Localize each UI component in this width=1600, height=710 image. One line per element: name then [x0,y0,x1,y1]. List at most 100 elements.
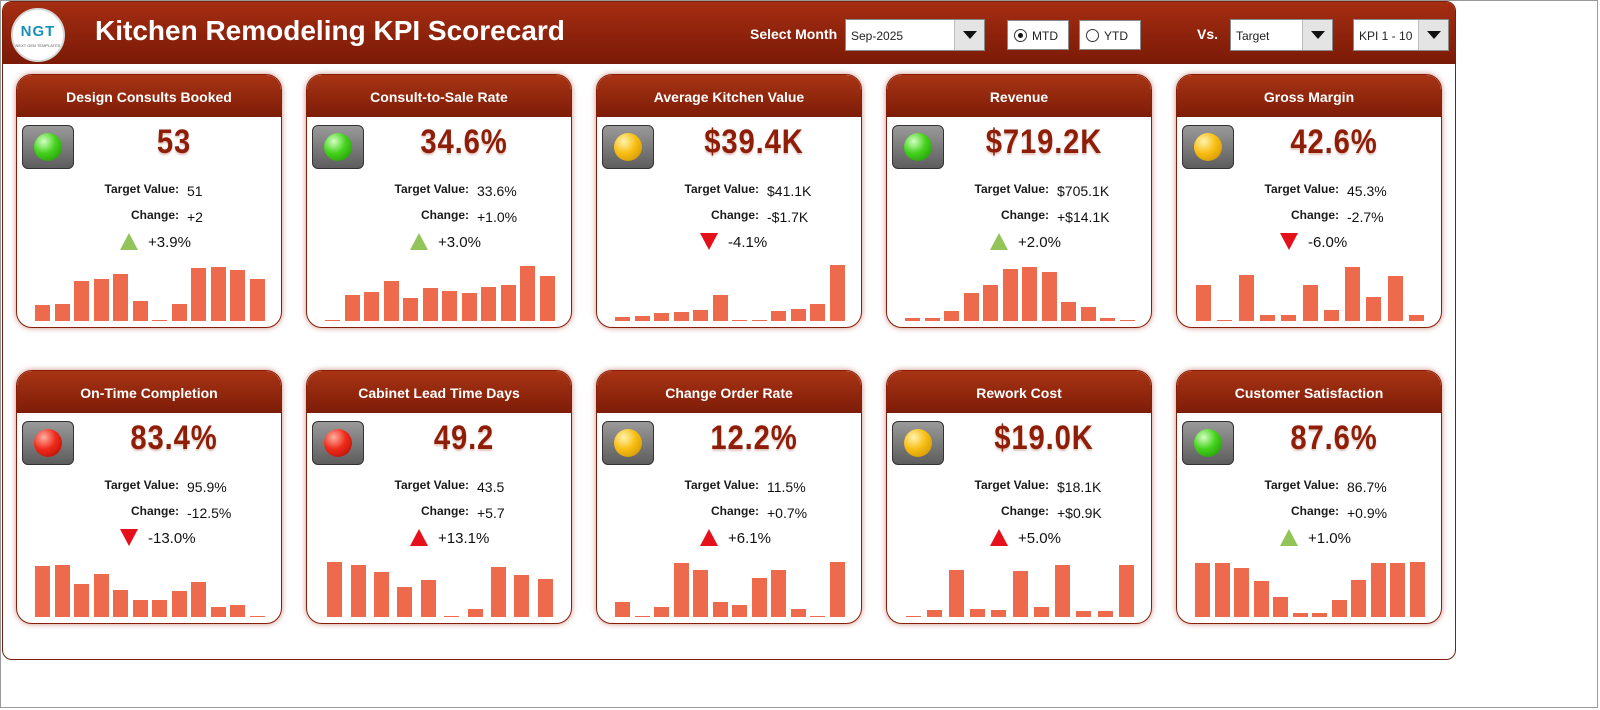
kpi-card: Cabinet Lead Time Days 49.2 Target Value: 4… [306,370,572,624]
trend-bar [1331,599,1347,617]
trend-bar [35,305,51,321]
trend-bar-chart [903,551,1137,617]
trend-bar [444,615,460,617]
kpi-value: 49.2 [433,419,495,457]
trend-bar [991,609,1007,617]
logo-subtext: NEXT GEN TEMPLATES [15,43,61,48]
kpi-value: 42.6% [1290,123,1378,161]
trend-bar [1217,319,1233,321]
trend-bar [1253,581,1269,617]
status-light [892,421,944,465]
trend-bar [1390,562,1406,617]
trend-bar-chart [33,551,267,617]
trend-bar [520,265,536,321]
status-indicator-icon [324,429,352,457]
trend-bar [654,313,670,321]
change-label: Change: [131,208,179,222]
trend-bar [948,570,964,617]
status-indicator-icon [34,133,62,161]
trend-bar [810,615,826,617]
trend-bar [364,291,380,321]
trend-bar [539,276,555,321]
trend-bar [491,567,506,617]
trend-bar [152,319,168,321]
trend-bar-chart [33,255,267,321]
kpi-card: Consult-to-Sale Rate 34.6% Target Value: 33… [306,74,572,328]
kpi-card: Revenue $719.2K Target Value: $705.1K Change… [886,74,1152,328]
change-value: -2.7% [1347,209,1384,225]
status-indicator-icon [1194,133,1222,161]
change-percent: +13.1% [438,530,490,547]
kpi-value: $19.0K [994,419,1094,457]
trend-bar-chart [323,551,557,617]
radio-selected-icon[interactable] [1014,29,1027,42]
status-light [892,125,944,169]
target-value-label: Target Value: [394,478,469,492]
chevron-down-icon[interactable] [954,20,984,50]
trend-bar [467,608,483,617]
trend-bar [693,570,709,617]
status-indicator-icon [614,133,642,161]
trend-bar [1259,314,1275,321]
change-value: +$14.1K [1057,209,1110,225]
change-label: Change: [131,504,179,518]
trend-bar [1238,274,1254,321]
trend-bar [249,279,265,321]
trend-bar [230,270,246,321]
chevron-down-icon[interactable] [1302,20,1332,50]
month-select[interactable]: Sep-2025 [845,19,985,51]
trend-bar [790,608,806,617]
trend-bar [1022,266,1038,321]
kpi-card: Average Kitchen Value $39.4K Target Value:… [596,74,862,328]
mtd-radio[interactable]: MTD [1007,20,1069,50]
ytd-radio[interactable]: YTD [1079,20,1141,50]
target-value: $705.1K [1057,183,1110,199]
trend-bar-chart [613,551,847,617]
vs-label: Vs. [1197,26,1219,42]
trend-bar [905,318,921,321]
trend-bar-chart [1193,551,1427,617]
kpi-value: $719.2K [985,123,1103,161]
status-indicator-icon [1194,429,1222,457]
vs-select[interactable]: Target [1230,19,1333,51]
status-light [312,125,364,169]
trend-bar [1370,562,1386,617]
arrow-down-icon [700,233,718,250]
kpi-card-title: On-Time Completion [17,371,281,413]
status-light [602,125,654,169]
radio-unselected-icon[interactable] [1086,29,1099,42]
status-indicator-icon [34,429,62,457]
kpi-card: On-Time Completion 83.4% Target Value: 95.9… [16,370,282,624]
target-value: 86.7% [1347,479,1387,495]
trend-bar [751,577,767,617]
target-value: 33.6% [477,183,517,199]
change-percent: +3.0% [438,234,481,251]
kpi-range-select[interactable]: KPI 1 - 10 [1353,19,1449,51]
trend-bar [1312,613,1328,617]
kpi-card-title: Revenue [887,75,1151,117]
change-percent: +3.9% [148,234,191,251]
target-value-label: Target Value: [104,478,179,492]
trend-bar [210,266,226,321]
chevron-down-icon[interactable] [1418,20,1448,50]
status-indicator-icon [904,429,932,457]
trend-bar [1345,267,1361,321]
change-percent: +2.0% [1018,234,1061,251]
trend-bar-chart [903,255,1137,321]
trend-bar [944,310,960,321]
change-value: +1.0% [477,209,518,225]
change-label: Change: [1291,504,1339,518]
trend-bar [1119,319,1135,321]
logo-text: NGT [20,23,56,40]
change-percent: -13.0% [148,530,196,547]
change-label: Change: [1001,504,1049,518]
trend-bar [1273,596,1289,617]
trend-bar [54,303,70,321]
trend-bar [420,579,436,617]
change-label: Change: [421,504,469,518]
trend-bar [374,572,389,617]
trend-bar [422,287,438,321]
kpi-value: 12.2% [710,419,798,457]
trend-bar [654,607,670,617]
logo: NGT NEXT GEN TEMPLATES [11,8,65,62]
